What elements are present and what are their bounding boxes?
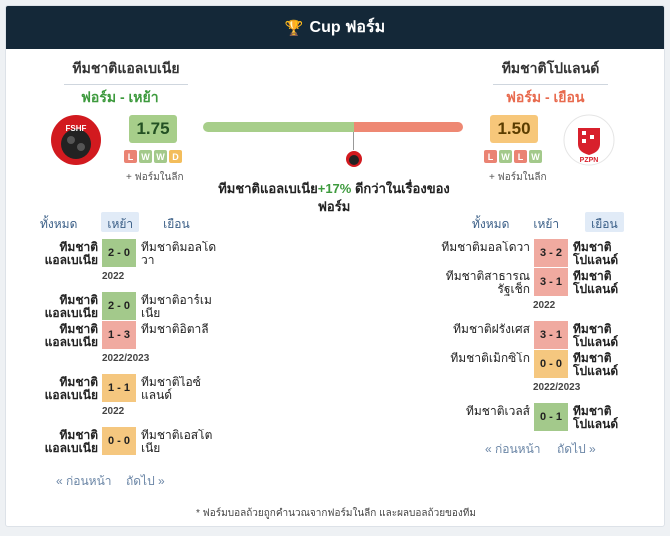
- albania-small-logo-icon: [345, 151, 362, 167]
- bar-marker: [352, 132, 354, 150]
- comparison-summary: ทีมชาติแอลเบเนีย+17% ดีกว่าในเรื่องของฟอ…: [206, 180, 462, 216]
- match-opponent: ทีมชาติอิตาลี: [141, 323, 209, 336]
- footer-note: * ฟอร์มบอลถ้วยถูกคำนวณจากฟอร์มในลีก และผ…: [196, 508, 476, 519]
- albania-logo-icon: FSHF: [51, 115, 101, 165]
- match-opponent: ทีมชาติสาธารณรัฐเช็ก: [445, 270, 530, 296]
- home-tab-all[interactable]: ทั้งหมด: [40, 217, 78, 231]
- match-row[interactable]: ทีมชาติแอลเบเนีย 1 - 1 ทีมชาติไอซ์แลนด์: [6, 374, 664, 402]
- form-chip: L: [124, 150, 137, 163]
- match-score: 3 - 1: [534, 321, 568, 349]
- match-score: 3 - 2: [534, 239, 568, 267]
- poland-logo-text: PZPN: [580, 157, 599, 164]
- match-opponent: ทีมชาติเวลส์: [465, 405, 530, 418]
- home-tabs: ทั้งหมด เหย้า เยือน: [34, 212, 196, 232]
- away-next-button[interactable]: ถัดไป »: [557, 442, 596, 456]
- match-opponent: ทีมชาติมอลโดวา: [141, 241, 217, 267]
- match-row[interactable]: ทีมชาติเวลส์ 0 - 1 ทีมชาติโปแลนด์: [6, 403, 664, 431]
- form-chip: L: [484, 150, 497, 163]
- home-rating: 1.75: [129, 115, 177, 143]
- match-row[interactable]: ทีมชาติสาธารณรัฐเช็ก 3 - 1 ทีมชาติโปแลนด์: [6, 268, 664, 296]
- match-team: ทีมชาติโปแลนด์: [573, 323, 619, 349]
- away-prev-button[interactable]: « ก่อนหน้า: [485, 442, 541, 456]
- match-team: ทีมชาติโปแลนด์: [573, 270, 619, 296]
- form-chip: L: [514, 150, 527, 163]
- cup-form-card: 🏆 Cup ฟอร์ม ทีมชาติแอลเบเนีย ฟอร์ม - เหย…: [5, 5, 665, 527]
- match-opponent: ทีมชาติเม็กซิโก: [450, 352, 530, 365]
- trophy-icon: 🏆: [284, 19, 304, 37]
- match-opponent: ทีมชาติมอลโดวา: [441, 241, 530, 254]
- match-team: ทีมชาติแอลเบเนีย: [44, 323, 98, 349]
- form-chip: W: [499, 150, 512, 163]
- home-share-bar: [203, 122, 354, 132]
- match-score: 0 - 0: [534, 350, 568, 378]
- match-row[interactable]: ทีมชาติแอลเบเนีย 2 - 0 ทีมชาติอาร์เมเนีย: [6, 292, 664, 320]
- away-tab-all[interactable]: ทั้งหมด: [472, 217, 510, 231]
- match-score: 2 - 0: [102, 292, 136, 320]
- match-team: ทีมชาติโปแลนด์: [573, 241, 619, 267]
- away-league-form-link[interactable]: + ฟอร์มในลีก: [489, 172, 547, 183]
- away-form-label: ฟอร์ม - เยือน: [506, 89, 585, 105]
- match-row[interactable]: ทีมชาติมอลโดวา 3 - 2 ทีมชาติโปแลนด์: [6, 239, 664, 267]
- match-team: ทีมชาติแอลเบเนีย: [44, 241, 98, 267]
- form-chip: W: [529, 150, 542, 163]
- header-title: Cup ฟอร์ม: [309, 19, 386, 36]
- match-team: ทีมชาติแอลเบเนีย: [44, 376, 98, 402]
- away-team-name: ทีมชาติโปแลนด์: [493, 58, 608, 85]
- match-score: 1 - 1: [102, 374, 136, 402]
- match-team: ทีมชาติแอลเบเนีย: [44, 294, 98, 320]
- season-label: 2022: [102, 406, 125, 417]
- match-score: 0 - 1: [534, 403, 568, 431]
- season-label: 2022: [533, 300, 556, 311]
- match-score: 0 - 0: [102, 427, 136, 455]
- match-team: ทีมชาติแอลเบเนีย: [44, 429, 98, 455]
- away-tab-away[interactable]: เยือน: [585, 212, 624, 232]
- match-score: 3 - 1: [534, 268, 568, 296]
- match-row[interactable]: ทีมชาติแอลเบเนีย 0 - 0 ทีมชาติเอสโตเนีย: [6, 427, 664, 455]
- match-opponent: ทีมชาติเอสโตเนีย: [141, 429, 213, 455]
- header: 🏆 Cup ฟอร์ม: [6, 6, 664, 49]
- away-form-chips: L W L W: [484, 150, 542, 163]
- match-opponent: ทีมชาติอาร์เมเนีย: [141, 294, 212, 320]
- form-chip: D: [169, 150, 182, 163]
- home-tab-away[interactable]: เยือน: [163, 217, 190, 231]
- albania-logo-text: FSHF: [66, 124, 87, 133]
- match-row[interactable]: ทีมชาติแอลเบเนีย 1 - 3 ทีมชาติอิตาลี: [6, 321, 664, 349]
- match-opponent: ทีมชาติไอซ์แลนด์: [141, 376, 201, 402]
- away-rating: 1.50: [490, 115, 538, 143]
- match-score: 1 - 3: [102, 321, 136, 349]
- home-tab-home[interactable]: เหย้า: [101, 212, 140, 232]
- form-chip: W: [154, 150, 167, 163]
- match-team: ทีมชาติโปแลนด์: [573, 405, 619, 431]
- home-prev-button[interactable]: « ก่อนหน้า: [56, 474, 112, 488]
- form-chip: W: [139, 150, 152, 163]
- match-opponent: ทีมชาติฝรั่งเศส: [453, 323, 530, 336]
- season-label: 2022: [102, 271, 125, 282]
- summary-team: ทีมชาติแอลเบเนีย: [218, 181, 318, 196]
- summary-percent: +17%: [317, 181, 352, 196]
- away-tab-home[interactable]: เหย้า: [533, 217, 560, 231]
- away-tabs: ทั้งหมด เหย้า เยือน: [466, 212, 624, 232]
- away-share-bar: [353, 122, 463, 132]
- home-next-button[interactable]: ถัดไป »: [126, 474, 165, 488]
- match-row[interactable]: ทีมชาติฝรั่งเศส 3 - 1 ทีมชาติโปแลนด์: [6, 321, 664, 349]
- season-label: 2022/2023: [102, 353, 150, 364]
- match-row[interactable]: ทีมชาติเม็กซิโก 0 - 0 ทีมชาติโปแลนด์: [6, 350, 664, 378]
- home-league-form-link[interactable]: + ฟอร์มในลีก: [126, 172, 184, 183]
- match-score: 2 - 0: [102, 239, 136, 267]
- summary-text: ดีกว่าในเรื่องของฟอร์ม: [317, 181, 450, 214]
- match-team: ทีมชาติโปแลนด์: [573, 352, 619, 378]
- match-row[interactable]: ทีมชาติแอลเบเนีย 2 - 0 ทีมชาติมอลโดวา: [6, 239, 664, 267]
- home-form-chips: L W W D: [124, 150, 182, 163]
- home-team-name: ทีมชาติแอลเบเนีย: [64, 58, 188, 85]
- poland-logo-icon: PZPN: [563, 114, 615, 166]
- form-comparison-bar: [203, 122, 463, 132]
- home-form-label: ฟอร์ม - เหย้า: [81, 89, 159, 105]
- season-label: 2022/2023: [533, 382, 581, 393]
